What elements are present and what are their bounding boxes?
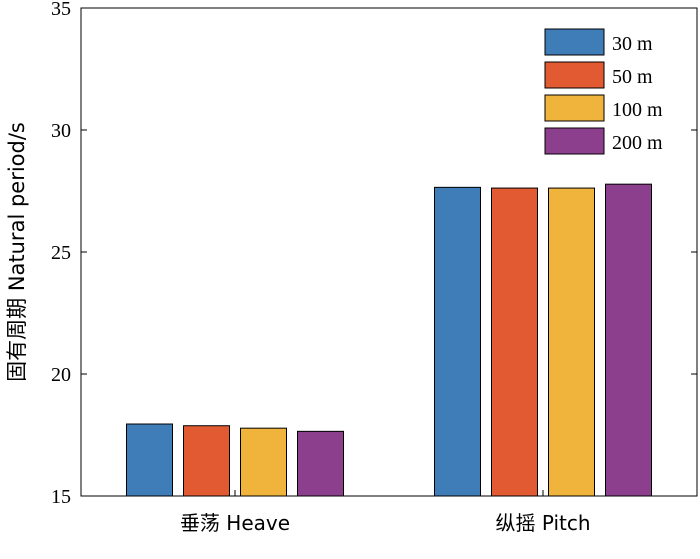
bars (126, 183, 652, 497)
x-tick-label: 垂荡 Heave (180, 511, 290, 535)
bar (548, 187, 595, 497)
bar (240, 427, 287, 497)
legend-swatch (544, 94, 605, 122)
bar (183, 425, 230, 497)
y-tick-label: 35 (51, 0, 71, 20)
bar (126, 423, 173, 497)
legend-swatch (544, 127, 605, 155)
legend: 30 m 50 m 100 m 200 m (539, 23, 689, 161)
x-tick-label: 纵摇 Pitch (495, 511, 590, 535)
y-axis-title: 固有周期 Natural period/s (5, 122, 29, 382)
y-tick-label: 30 (51, 120, 71, 142)
legend-label: 100 m (612, 99, 663, 121)
x-axis: 垂荡 Heave 纵摇 Pitch (180, 490, 591, 535)
bar (491, 187, 538, 497)
bar (434, 186, 481, 497)
legend-label: 50 m (612, 66, 653, 88)
y-tick-label: 25 (51, 242, 71, 264)
y-axis: 15 20 25 30 35 (51, 0, 697, 508)
legend-swatch (544, 28, 605, 56)
bar (605, 183, 652, 497)
bar (297, 430, 344, 497)
legend-swatch (544, 61, 605, 89)
legend-label: 30 m (612, 33, 653, 55)
y-tick-label: 15 (51, 486, 71, 508)
legend-label: 200 m (612, 132, 663, 154)
y-tick-label: 20 (51, 364, 71, 386)
